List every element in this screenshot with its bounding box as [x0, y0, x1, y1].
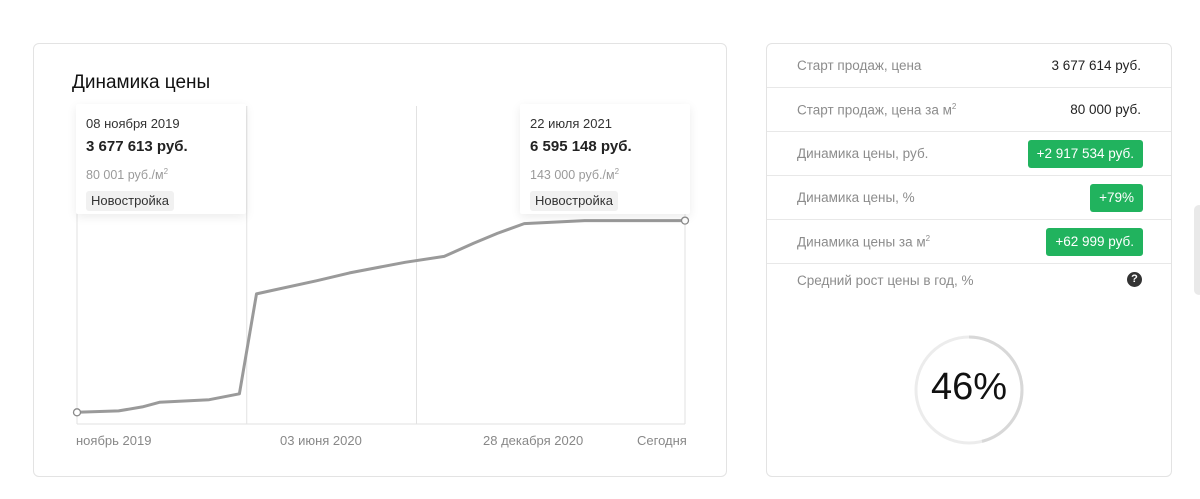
price-dynamics-card: Динамика цены 08 ноября 2019 3 677 613 р…: [33, 43, 727, 477]
stat-row-start-price: Старт продаж, цена 3 677 614 руб.: [767, 44, 1171, 88]
stat-label-sup: 2: [925, 234, 931, 243]
chart-points: [72, 216, 690, 417]
tooltip-end-sqm-price: 143 000 руб./м2: [530, 164, 680, 183]
x-axis-label-december: 28 декабря 2020: [483, 433, 584, 448]
stat-label: Динамика цены, руб.: [797, 146, 929, 161]
tooltip-start-price: 08 ноября 2019 3 677 613 руб. 80 001 руб…: [76, 104, 246, 214]
tooltip-start-date: 08 ноября 2019: [86, 116, 180, 131]
scrollbar-handle[interactable]: [1194, 205, 1200, 295]
stat-row-dynamics-sqm: Динамика цены за м2 +62 999 руб.: [767, 220, 1171, 264]
tooltip-end-sqm-text: 143 000 руб./м: [530, 168, 615, 183]
tooltip-start-price-value: 3 677 613 руб.: [86, 138, 188, 155]
stat-label-sup: 2: [951, 102, 957, 111]
stat-label: Старт продаж, цена: [797, 58, 922, 73]
stat-row-start-sqm-price: Старт продаж, цена за м2 80 000 руб.: [767, 88, 1171, 132]
tooltip-start-sqm-price: 80 001 руб./м2: [86, 164, 236, 183]
stat-value: 80 000 руб.: [1070, 102, 1141, 117]
tooltip-end-date: 22 июля 2021: [530, 116, 612, 131]
growth-gauge-value: 46%: [930, 366, 1008, 408]
stat-label: Динамика цены за м2: [797, 234, 930, 250]
chart-title: Динамика цены: [72, 72, 211, 93]
stat-row-dynamics-rub: Динамика цены, руб. +2 917 534 руб.: [767, 132, 1171, 176]
price-line-chart: [72, 106, 690, 425]
stat-label: Старт продаж, цена за м2: [797, 102, 956, 118]
tooltip-end-badge: Новостройка: [530, 191, 618, 212]
chart-grid: [76, 106, 686, 425]
tooltip-start-sqm-text: 80 001 руб./м: [86, 168, 164, 183]
stat-label-text: Динамика цены за м: [797, 234, 926, 250]
tooltip-end-price: 22 июля 2021 6 595 148 руб. 143 000 руб.…: [520, 104, 690, 214]
stat-label: Динамика цены, %: [797, 190, 915, 205]
growth-gauge: [914, 335, 1024, 445]
start-point[interactable]: [72, 408, 82, 417]
avg-growth-label: Средний рост цены в год, %: [797, 273, 974, 288]
stat-badge: +79%: [1090, 184, 1143, 212]
stat-badge: +2 917 534 руб.: [1027, 140, 1143, 168]
question-circle-icon[interactable]: ?: [1127, 272, 1142, 287]
stat-badge: +62 999 руб.: [1046, 228, 1143, 256]
stat-label-text: Старт продаж, цена за м: [797, 102, 952, 118]
tooltip-start-badge: Новостройка: [86, 191, 174, 212]
tooltip-end-price-value: 6 595 148 руб.: [530, 138, 632, 155]
stat-value: 3 677 614 руб.: [1051, 58, 1141, 73]
x-axis-label-june: 03 июня 2020: [280, 433, 362, 448]
x-axis-label-start: ноябрь 2019: [76, 433, 152, 448]
price-series-line: [75, 219, 687, 414]
tooltip-start-sqm-sup: 2: [163, 167, 169, 176]
x-axis-label-today: Сегодня: [637, 433, 687, 448]
stat-row-dynamics-percent: Динамика цены, % +79%: [767, 176, 1171, 220]
tooltip-end-sqm-sup: 2: [614, 167, 620, 176]
price-stats-card: Старт продаж, цена 3 677 614 руб. Старт …: [766, 43, 1172, 477]
end-point[interactable]: [680, 216, 690, 225]
